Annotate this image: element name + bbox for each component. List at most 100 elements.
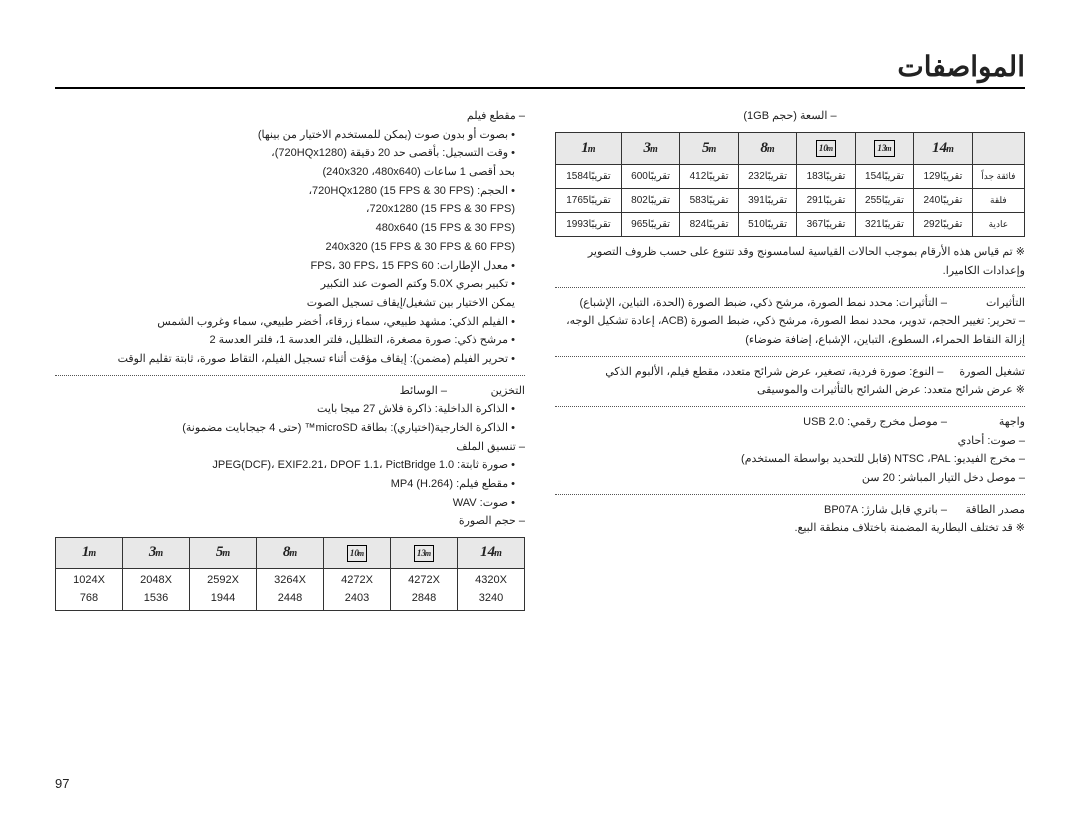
divider [555, 494, 1025, 495]
interface-line: – مخرج الفيديو: NTSC ،PAL (قابل للتحديد … [555, 450, 1025, 469]
storage-line: • الذاكرة الخارجية(اختياري): بطاقة micro… [55, 419, 515, 438]
page-number: 97 [55, 776, 69, 791]
size-icon: 3m [149, 540, 163, 566]
movie-clip-label: – مقطع فيلم [55, 107, 525, 126]
playback-value: – النوع: صورة فردية، تصغير، عرض شرائح مت… [555, 363, 943, 382]
capacity-cell: تقريبًا802 [621, 189, 679, 213]
movie-line: • الحجم: 720HQx1280 (15 FPS & 30 FPS)، [55, 182, 515, 201]
movie-line: • الفيلم الذكي: مشهد طبيعي، سماء زرقاء، … [55, 313, 515, 332]
divider [555, 287, 1025, 288]
size-header-cell: 5m [190, 538, 257, 569]
capacity-cell: تقريبًا129 [914, 165, 972, 189]
effects-value: – التأثيرات: محدد نمط الصورة، مرشح ذكي، … [555, 294, 947, 313]
capacity-header-cell: 14m [914, 132, 972, 165]
size-cell: 4272X2848 [391, 568, 458, 610]
capacity-header-cell: 8m [738, 132, 796, 165]
capacity-cell: تقريبًا321 [855, 213, 913, 237]
divider [555, 406, 1025, 407]
size-cell: 2048X1536 [123, 568, 190, 610]
capacity-cell: تقريبًا240 [914, 189, 972, 213]
size-icon: 10m [347, 545, 367, 562]
movie-line: • مرشح ذكي: صورة مصغرة، التظليل، فلتر ال… [55, 331, 515, 350]
playback-note: ※ عرض شرائح متعدد: عرض الشرائح بالتأثيرا… [555, 381, 1025, 400]
effects-sub: – تحرير: تغيير الحجم، تدوير، محدد نمط ال… [555, 312, 1025, 349]
capacity-table: 1m3m5m8m10m13m14m تقريبًا1584تقريبًا600ت… [555, 132, 1025, 238]
movie-line: 240x320 (15 FPS & 30 FPS & 60 FPS) [55, 238, 515, 257]
fileformat-line: • مقطع فيلم: MP4 (H.264) [55, 475, 515, 494]
capacity-cell: تقريبًا183 [797, 165, 855, 189]
interface-label: واجهة [963, 413, 1025, 432]
size-header-cell: 1m [56, 538, 123, 569]
movie-line: يمكن الاختيار بين تشغيل/إيقاف تسجيل الصو… [55, 294, 515, 313]
capacity-cell: تقريبًا255 [855, 189, 913, 213]
imagesize-label: – حجم الصورة [55, 512, 525, 531]
interface-line: – موصل دخل التيار المباشر: 20 سن [555, 469, 1025, 488]
capacity-header-cell [972, 132, 1024, 165]
capacity-row-label: عادية [972, 213, 1024, 237]
capacity-cell: تقريبًا510 [738, 213, 796, 237]
capacity-cell: تقريبًا824 [680, 213, 738, 237]
capacity-cell: تقريبًا1765 [556, 189, 622, 213]
page-title: المواصفات [55, 50, 1025, 89]
capacity-header-cell: 3m [621, 132, 679, 165]
image-size-table: 1m 3m 5m 8m 10m 13m 14m 1024X7682048X15362592X… [55, 537, 525, 611]
size-icon: 8m [760, 136, 774, 162]
capacity-header-cell: 10m [797, 132, 855, 165]
movie-line: 720x1280 (15 FPS & 30 FPS)، [55, 200, 515, 219]
interface-line: – صوت: أحادي [555, 432, 1025, 451]
size-cell: 4320X3240 [458, 568, 525, 610]
storage-value: – الوسائط [55, 382, 447, 401]
capacity-cell: تقريبًا1584 [556, 165, 622, 189]
size-header-cell: 13m [391, 538, 458, 569]
size-icon: 10m [816, 140, 836, 157]
playback-label: تشغيل الصورة [959, 363, 1025, 382]
fileformat-label: – تنسيق الملف [55, 438, 525, 457]
fileformat-line: • صوت: WAV [55, 494, 515, 513]
size-cell: 3264X2448 [257, 568, 324, 610]
left-column: – السعة (حجم 1GB) 1m3m5m8m10m13m14m تقري… [555, 107, 1025, 611]
size-icon: 5m [216, 540, 230, 566]
size-icon: 13m [414, 545, 434, 562]
size-icon: 14m [932, 136, 954, 162]
power-label: مصدر الطاقة [963, 501, 1025, 520]
capacity-cell: تقريبًا412 [680, 165, 738, 189]
power-note: ※ قد تختلف البطارية المضمنة باختلاف منطق… [555, 519, 1025, 538]
movie-line: • تكبير بصري 5.0X وكتم الصوت عند التكبير [55, 275, 515, 294]
size-header-cell: 8m [257, 538, 324, 569]
movie-line: • وقت التسجيل: بأقصى حد 20 دقيقة (720HQx… [55, 144, 515, 163]
size-icon: 8m [283, 540, 297, 566]
capacity-note: ※ تم قياس هذه الأرقام بموجب الحالات القي… [555, 243, 1025, 280]
movie-line: 480x640 (15 FPS & 30 FPS) [55, 219, 515, 238]
movie-line: • بصوت أو بدون صوت (يمكن للمستخدم الاختي… [55, 126, 515, 145]
size-icon: 1m [82, 540, 96, 566]
size-icon: 5m [702, 136, 716, 162]
capacity-cell: تقريبًا965 [621, 213, 679, 237]
capacity-row-label: فلقة [972, 189, 1024, 213]
storage-line: • الذاكرة الداخلية: ذاكرة فلاش 27 ميجا ب… [55, 400, 515, 419]
movie-line: • معدل الإطارات: 60 FPS، 30 FPS، 15 FPS [55, 257, 515, 276]
size-cell: 1024X768 [56, 568, 123, 610]
fileformat-line: • صورة ثابتة: JPEG(DCF)، EXIF2.21، DPOF … [55, 456, 515, 475]
capacity-header-cell: 5m [680, 132, 738, 165]
size-cell: 2592X1944 [190, 568, 257, 610]
size-icon: 14m [480, 540, 502, 566]
capacity-cell: تقريبًا600 [621, 165, 679, 189]
size-cell: 4272X2403 [324, 568, 391, 610]
power-value: – باتري قابل شارژ: BP07A [555, 501, 947, 520]
size-icon: 3m [643, 136, 657, 162]
capacity-row-label: فائقة جداً [972, 165, 1024, 189]
capacity-header-cell: 13m [855, 132, 913, 165]
size-header-cell: 14m [458, 538, 525, 569]
effects-label: التأثيرات [963, 294, 1025, 313]
movie-line: • تحرير الفيلم (مضمن): إيقاف مؤقت أثناء … [55, 350, 515, 369]
storage-label: التخزين [463, 382, 525, 401]
capacity-cell: تقريبًا367 [797, 213, 855, 237]
capacity-cell: تقريبًا154 [855, 165, 913, 189]
interface-line: – موصل مخرج رقمي: USB 2.0 [555, 413, 947, 432]
capacity-cell: تقريبًا583 [680, 189, 738, 213]
capacity-cell: تقريبًا1993 [556, 213, 622, 237]
capacity-cell: تقريبًا232 [738, 165, 796, 189]
size-header-cell: 10m [324, 538, 391, 569]
movie-line: بحد أقصى 1 ساعات (240x320 ،480x640) [55, 163, 515, 182]
size-icon: 13m [874, 140, 894, 157]
